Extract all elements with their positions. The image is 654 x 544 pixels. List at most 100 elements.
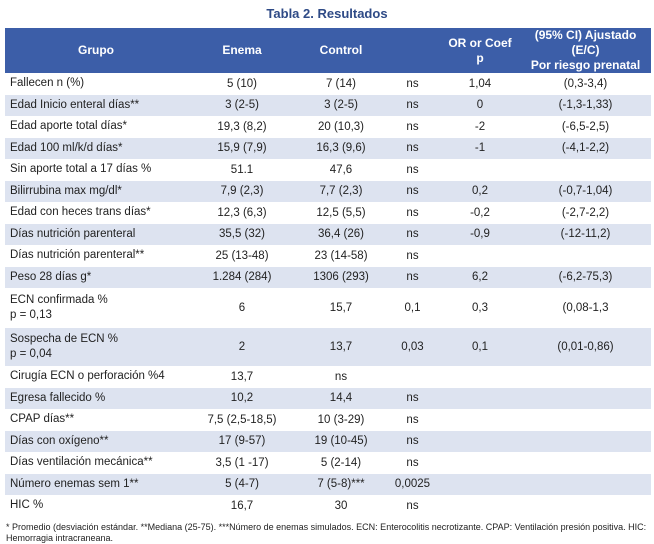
row-label-text: HIC % (10, 499, 44, 512)
cell-ci: (-6,2-75,3) (520, 266, 651, 289)
cell-ci: (-4,1-2,2) (520, 137, 651, 160)
cell-control: 7,7 (2,3) (297, 180, 385, 203)
cell-ci (520, 366, 651, 388)
cell-enema: 35,5 (32) (187, 223, 297, 246)
row-label-text: Peso 28 días g* (10, 270, 92, 283)
cell-enema: 5 (10) (187, 73, 297, 95)
table-row: Edad Inicio enteral días** 3 (2-5) 3 (2-5)… (5, 94, 651, 117)
cell-p: ns (385, 266, 440, 289)
cell-p: 0,0025 (385, 473, 440, 496)
cell-or (440, 430, 520, 453)
cell-ci (520, 387, 651, 410)
cell-or: -2 (440, 116, 520, 138)
table-row: Días con oxígeno** 17 (9-57) 19 (10-45) ns (5, 430, 651, 453)
cell-ci (520, 245, 651, 267)
cell-p: ns (385, 202, 440, 224)
cell-ci: (0,08-1,3 (520, 288, 651, 328)
cell-p: ns (385, 116, 440, 138)
header-control: Control (319, 43, 363, 57)
row-label-text: Edad aporte total días* (10, 120, 127, 133)
row-label: Días nutrición parenteral** (5, 245, 187, 267)
cell-control: 20 (10,3) (297, 116, 385, 138)
cell-or (440, 245, 520, 267)
cell-enema: 16,7 (187, 495, 297, 517)
cell-or (440, 452, 520, 474)
cell-ci: (-0,7-1,04) (520, 180, 651, 203)
header-ci-line2: Por riesgo prenatal (530, 58, 641, 72)
header-p (385, 28, 440, 73)
cell-control: ns (297, 366, 385, 388)
cell-ci (520, 159, 651, 181)
row-label-text: Días nutrición parenteral** (10, 249, 145, 262)
row-label-text: ECN confirmada % (10, 293, 108, 306)
cell-enema: 19,3 (8,2) (187, 116, 297, 138)
cell-or (440, 366, 520, 388)
cell-or: -1 (440, 137, 520, 160)
header-ci-line1: (95% CI) Ajustado (E/C) (534, 28, 637, 57)
cell-enema: 51.1 (187, 159, 297, 181)
row-label: Cirugía ECN o perforación %4 (5, 366, 187, 388)
table-row: Bilirrubina max mg/dl* 7,9 (2,3) 7,7 (2,3)… (5, 180, 651, 203)
cell-ci (520, 430, 651, 453)
table-row: Sospecha de ECN % p = 0,04 2 13,7 0,03 0,1 (0,… (5, 327, 651, 367)
cell-p: ns (385, 223, 440, 246)
row-label: Edad Inicio enteral días** (5, 94, 187, 117)
cell-control: 19 (10-45) (297, 430, 385, 453)
row-label: Fallecen n (%) (5, 73, 187, 95)
cell-ci: (-12-11,2) (520, 223, 651, 246)
row-label: ECN confirmada % p = 0,13 (5, 288, 187, 328)
row-label: Edad aporte total días* (5, 116, 187, 138)
cell-ci: (-2,7-2,2) (520, 202, 651, 224)
header-or-line1: OR or Coef (448, 35, 512, 50)
cell-ci (520, 409, 651, 431)
row-label: Días nutrición parenteral (5, 223, 187, 246)
cell-or (440, 409, 520, 431)
cell-enema: 5 (4-7) (187, 473, 297, 496)
cell-p: ns (385, 180, 440, 203)
header-ci: (95% CI) Ajustado (E/C) Por riesgo prena… (520, 28, 651, 73)
cell-or: 0 (440, 94, 520, 117)
cell-control: 16,3 (9,6) (297, 137, 385, 160)
row-label-text: Edad Inicio enteral días** (10, 98, 140, 111)
row-label-text: Bilirrubina max mg/dl* (10, 184, 122, 197)
header-or: OR or Coef p (440, 28, 520, 73)
cell-control: 10 (3-29) (297, 409, 385, 431)
cell-control: 14,4 (297, 387, 385, 410)
cell-p: 0,1 (385, 288, 440, 328)
header-grupo: Grupo (78, 43, 114, 57)
table-row: Edad 100 ml/k/d días* 15,9 (7,9) 16,3 (9,6… (5, 137, 651, 160)
table-row: Días ventilación mecánica** 3,5 (1 -17) 5 … (5, 452, 651, 474)
row-label: Días ventilación mecánica** (5, 452, 187, 474)
cell-ci: (0,01-0,86) (520, 327, 651, 367)
row-label: HIC % (5, 495, 187, 517)
cell-enema: 15,9 (7,9) (187, 137, 297, 160)
cell-or: 0,3 (440, 288, 520, 328)
cell-ci: (0,3-3,4) (520, 73, 651, 95)
table-row: Sin aporte total a 17 días % 51.1 47,6 ns (5, 159, 651, 181)
cell-or (440, 495, 520, 517)
cell-p: ns (385, 94, 440, 117)
cell-enema: 3,5 (1 -17) (187, 452, 297, 474)
cell-p: ns (385, 73, 440, 95)
cell-p: ns (385, 159, 440, 181)
row-label-pvalue: p = 0,13 (10, 308, 52, 321)
cell-or: 0,2 (440, 180, 520, 203)
row-label: Número enemas sem 1** (5, 473, 187, 496)
table-row: Edad aporte total días* 19,3 (8,2) 20 (10,… (5, 116, 651, 138)
row-label-text: Edad 100 ml/k/d días* (10, 141, 123, 154)
cell-p: ns (385, 495, 440, 517)
cell-control: 36,4 (26) (297, 223, 385, 246)
row-label: Sospecha de ECN % p = 0,04 (5, 327, 187, 367)
cell-control: 1306 (293) (297, 266, 385, 289)
table-title: Tabla 2. Resultados (266, 6, 388, 21)
cell-control: 47,6 (297, 159, 385, 181)
row-label: Bilirrubina max mg/dl* (5, 180, 187, 203)
cell-control: 3 (2-5) (297, 94, 385, 117)
cell-enema: 17 (9-57) (187, 430, 297, 453)
cell-p: ns (385, 409, 440, 431)
cell-control: 13,7 (297, 327, 385, 367)
cell-control: 5 (2-14) (297, 452, 385, 474)
cell-p: 0,03 (385, 327, 440, 367)
header-or-line2: p (476, 50, 484, 65)
cell-ci (520, 473, 651, 496)
